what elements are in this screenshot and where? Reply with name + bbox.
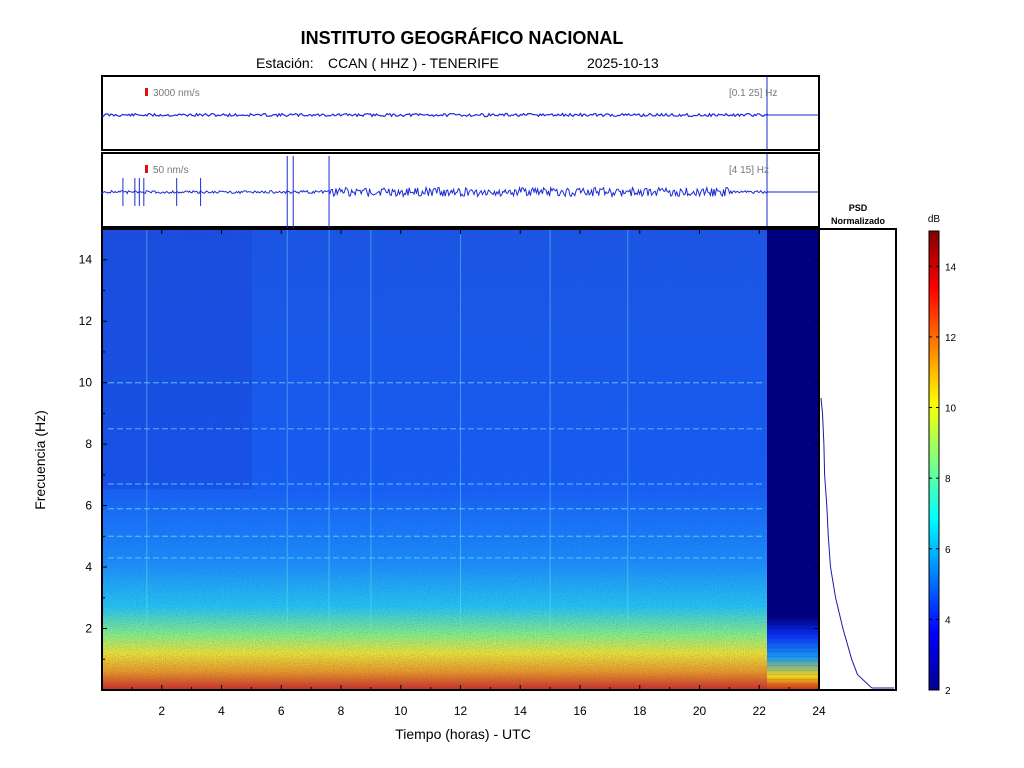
- x-tick-label-16: 16: [573, 704, 587, 718]
- psd-curve: [820, 397, 894, 689]
- scale-label-broadband: 3000 nm/s: [153, 88, 200, 99]
- x-tick-label-12: 12: [454, 704, 468, 718]
- x-tick-label-6: 6: [278, 704, 285, 718]
- colorbar-tick-label-4: 4: [945, 615, 951, 626]
- x-axis-title: Tiempo (horas) - UTC: [395, 726, 531, 742]
- colorbar-tick-label-12: 12: [945, 333, 957, 344]
- spectrogram-line-features: [107, 229, 766, 630]
- seismogram-broadband-frame: [101, 75, 820, 151]
- x-tick-label-10: 10: [394, 704, 408, 718]
- seismogram-broadband-trace: [101, 112, 769, 118]
- y-tick-label-4: 4: [85, 560, 92, 574]
- y-tick-label-14: 14: [79, 253, 93, 267]
- x-tick-label-14: 14: [514, 704, 528, 718]
- seismogram-filtered-trace: [101, 185, 769, 199]
- scale-bar-broadband: [145, 88, 148, 96]
- scale-label-filtered: 50 nm/s: [153, 165, 189, 176]
- x-tick-label-22: 22: [753, 704, 767, 718]
- colorbar-tick-label-6: 6: [945, 545, 951, 556]
- colorbar: dB 2 4 6 8 10 12 14: [928, 214, 957, 697]
- psd-title-line2: Normalizado: [831, 216, 886, 226]
- filter-label-filtered: [4 15] Hz: [729, 165, 769, 176]
- y-tick-label-10: 10: [79, 376, 93, 390]
- colorbar-unit: dB: [928, 214, 941, 225]
- psd-panel: PSD Normalizado: [818, 203, 897, 691]
- colorbar-ticks: 2 4 6 8 10 12 14: [929, 262, 957, 697]
- seismogram-filtered-frame: [101, 152, 820, 228]
- colorbar-tick-label-10: 10: [945, 404, 957, 415]
- page-title: INSTITUTO GEOGRÁFICO NACIONAL: [300, 28, 624, 48]
- station-label: Estación:: [256, 55, 314, 71]
- y-tick-label-12: 12: [79, 314, 93, 328]
- colorbar-tick-label-14: 14: [945, 262, 957, 273]
- colorbar-tick-label-2: 2: [945, 686, 951, 697]
- colorbar-scale: [928, 230, 940, 691]
- x-tick-label-18: 18: [633, 704, 647, 718]
- x-axis-ticks: 2 4 6 8 10 12 14 16 18 20 22 24: [131, 229, 826, 718]
- filter-label-broadband: [0.1 25] Hz: [729, 88, 777, 99]
- colorbar-tick-label-8: 8: [945, 474, 951, 485]
- psd-frame: [818, 228, 897, 691]
- seismogram-broadband-panel: 3000 nm/s [0.1 25] Hz: [101, 75, 820, 151]
- seismogram-filtered-panel: 50 nm/s [4 15] Hz: [101, 152, 820, 228]
- y-tick-label-2: 2: [85, 622, 92, 636]
- x-tick-label-8: 8: [338, 704, 345, 718]
- seismogram-filtered-spikes: [122, 156, 330, 228]
- date-label: 2025-10-13: [587, 55, 659, 71]
- psd-title-line1: PSD: [849, 203, 868, 213]
- y-tick-label-8: 8: [85, 437, 92, 451]
- y-tick-label-6: 6: [85, 499, 92, 513]
- station-name: CCAN ( HHZ ) - TENERIFE: [328, 55, 499, 71]
- scale-bar-filtered: [145, 165, 148, 173]
- y-axis-title: Frecuencia (Hz): [32, 410, 48, 510]
- x-tick-label-20: 20: [693, 704, 707, 718]
- x-tick-label-4: 4: [218, 704, 225, 718]
- x-tick-label-2: 2: [158, 704, 165, 718]
- spectrogram-no-data-stripes: [767, 614, 819, 685]
- spectrogram-noise: [102, 229, 767, 690]
- spectrogram-no-data-block: [767, 229, 819, 690]
- x-tick-label-24: 24: [812, 704, 826, 718]
- spectrogram-quiet-zone: [102, 229, 252, 489]
